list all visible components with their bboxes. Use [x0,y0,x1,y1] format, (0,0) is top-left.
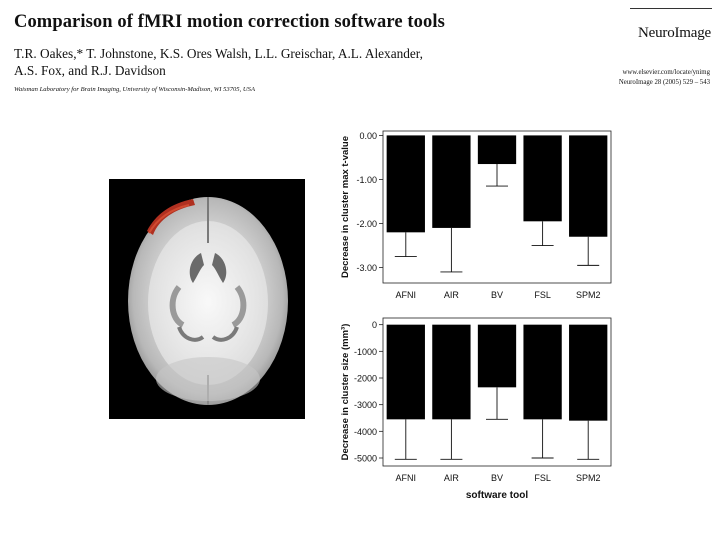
bar-air [432,324,471,420]
plot-frame [382,130,612,284]
y-tick-label: -1000 [354,347,377,357]
left-caudate [169,285,185,328]
y-tick-label: -3000 [354,400,377,410]
white-matter [148,221,268,385]
x-tick-label: AIR [444,290,460,300]
bar-bv [477,324,517,388]
chart-panel-2: 0 -1000 -2000 -3000 -4000 -5000 AFNI AIR BV FSL SP… [340,317,612,501]
journal-name: NeuroImage [638,25,711,41]
author-line-1: T.R. Oakes,* T. Johnstone, K.S. Ores Wal… [14,46,424,61]
y-axis-label: Decrease in cluster size (mm³) [340,324,351,461]
x-tick-label: FSL [534,473,551,483]
y-tick-label: 0.00 [359,131,377,141]
x-tick-label: SPM2 [576,290,601,300]
brain-mri-image [109,179,305,419]
y-tick-label: -2.00 [356,219,377,229]
y-tick-label: -3.00 [356,263,377,273]
journal-citation: NeuroImage 28 (2005) 529 – 543 [618,79,710,86]
affiliation: Waisman Laboratory for Brain Imaging, Un… [14,86,255,93]
right-caudate [231,285,247,328]
journal-rule [630,8,712,9]
bar-spm2 [569,135,608,237]
left-ventricle [189,253,204,283]
journal-url: www.elsevier.com/locate/ynimg [622,69,710,76]
right-ventricle [212,253,227,283]
x-tick-label: AFNI [396,290,417,300]
posterior-horn-left [177,326,205,342]
chart-panel-1: 0.00 -1.00 -2.00 -3.00 AFNI AIR BV FSL SPM2 Decre… [340,130,612,300]
activation-cluster-edge [148,204,190,234]
bar-bv [477,135,517,165]
x-tick-label: SPM2 [576,473,601,483]
x-axis-label: software tool [466,490,528,501]
bar-spm2 [569,324,608,421]
y-axis-label: Decrease in cluster max t-value [340,136,351,278]
x-tick-label: BV [491,290,503,300]
bar-afni [386,135,425,233]
y-tick-label: -4000 [354,427,377,437]
bar-fsl [523,324,562,420]
occipital-region [156,357,260,401]
posterior-horn-right [211,326,239,342]
brain-slice-graphic [128,197,288,405]
bar-fsl [523,135,562,222]
bar-air [432,135,471,228]
x-tick-label: BV [491,473,503,483]
plot-frame [382,317,612,467]
y-tick-label: -5000 [354,454,377,464]
bar-afni [386,324,425,420]
y-tick-label: -2000 [354,374,377,384]
x-tick-label: AFNI [396,473,417,483]
x-tick-label: AIR [444,473,460,483]
paper-title: Comparison of fMRI motion correction sof… [14,12,445,32]
author-line-2: A.S. Fox, and R.J. Davidson [14,63,166,78]
y-tick-label: 0 [372,320,377,330]
author-list: T.R. Oakes,* T. Johnstone, K.S. Ores Wal… [14,45,454,79]
activation-cluster [147,199,195,235]
y-tick-label: -1.00 [356,175,377,185]
x-tick-label: FSL [534,290,551,300]
